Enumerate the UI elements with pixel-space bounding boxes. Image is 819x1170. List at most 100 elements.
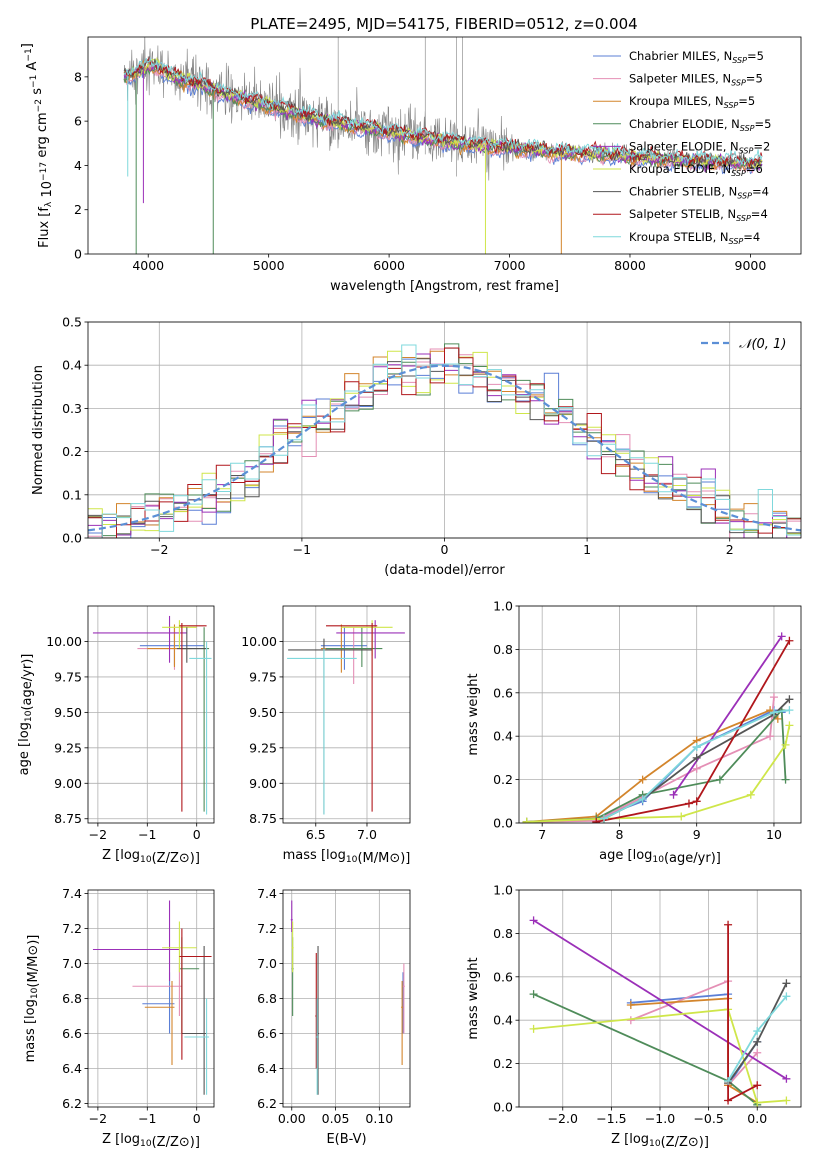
x-tick-label: 0.0 <box>747 1111 767 1126</box>
y-tick-label: 0.0 <box>493 1100 513 1115</box>
x-tick-label: 0 <box>193 827 201 842</box>
weight-point-marker <box>692 764 701 773</box>
weight-point-marker <box>724 1076 733 1085</box>
plot-area <box>88 343 801 538</box>
axes-frame <box>87 36 802 255</box>
y-tick-label: 0.8 <box>493 926 513 941</box>
y-tick-label: 0.2 <box>493 1056 513 1071</box>
y-tick-label: 0.6 <box>493 969 513 984</box>
weight-series-line <box>526 725 791 823</box>
y-tick-label: 6.2 <box>62 1096 82 1111</box>
age-vs-mass-panel: 6.5 7.0 8.75 9.00 9.25 9.50 9.75 10.00 mass [log… <box>241 605 411 866</box>
y-tick-label: 7.4 <box>257 886 277 901</box>
y-tick-label: 6.8 <box>62 991 82 1006</box>
x-axis-label: mass [log10(M/M⊙)] <box>283 848 411 866</box>
y-tick-label: 0.2 <box>62 444 82 459</box>
x-tick-label: 6000 <box>373 258 405 273</box>
x-tick-label: −2 <box>89 1111 107 1126</box>
weight-point-marker <box>677 812 686 821</box>
y-tick-label: 7.4 <box>62 886 82 901</box>
y-tick-label: 8 <box>74 69 82 84</box>
y-tick-label: 9.50 <box>249 705 277 720</box>
x-tick-label: 0 <box>193 1111 201 1126</box>
x-axis-label: Z [log10(Z/Z⊙)] <box>102 1132 200 1150</box>
y-tick-label: 0.4 <box>62 358 82 373</box>
x-tick-label: −1 <box>138 827 156 842</box>
axes-overlay: −2 −1 0 8.75 9.00 9.25 9.50 9.75 10.00 Z [log10(Z… <box>17 605 215 866</box>
plot-area <box>123 37 763 254</box>
y-tick-label: 8.75 <box>249 811 277 826</box>
x-tick-label: 8 <box>615 827 623 842</box>
weight-point-marker <box>753 1098 762 1107</box>
y-tick-label: 9.25 <box>249 740 277 755</box>
plot-area <box>522 632 794 823</box>
y-tick-label: 0.8 <box>493 642 513 657</box>
y-tick-label: 6 <box>74 114 82 129</box>
axes-overlay: 7 8 9 10 0.0 0.2 0.4 0.6 0.8 1.0 age [log10(age/yr… <box>466 599 802 866</box>
mass-vs-metallicity-panel: −2 −1 0 6.2 6.4 6.6 6.8 7.0 7.2 7.4 Z [log10(Z/Z⊙)… <box>23 886 215 1150</box>
y-axis-label: mass weight <box>466 673 481 755</box>
weight-point-marker <box>638 795 647 804</box>
weight-point-marker <box>626 1001 635 1010</box>
legend-label: Chabrier ELODIE, NSSP=5 <box>629 117 771 133</box>
legend-label: Salpeter ELODIE, NSSP=2 <box>629 139 770 155</box>
plot-area <box>290 900 405 1095</box>
x-tick-label: 0 <box>441 542 449 557</box>
y-tick-label: 0 <box>74 247 82 262</box>
weight-series-line <box>526 709 779 823</box>
y-axis-label: age [log10(age/yr)] <box>17 654 35 776</box>
weight-point-marker <box>782 979 791 988</box>
x-tick-label: 5000 <box>253 258 285 273</box>
axes-frame <box>87 889 215 1108</box>
age-vs-metallicity-panel: −2 −1 0 8.75 9.00 9.25 9.50 9.75 10.00 Z [log10(Z… <box>17 605 215 866</box>
weight-series-line <box>526 707 787 823</box>
x-axis-label: Z [log10(Z/Z⊙)] <box>611 1132 709 1150</box>
x-tick-label: 1 <box>583 542 591 557</box>
y-tick-label: 9.00 <box>54 776 82 791</box>
mass-weight-vs-age-panel: 7 8 9 10 0.0 0.2 0.4 0.6 0.8 1.0 age [log10(age/yr… <box>466 599 802 866</box>
y-tick-label: 1.0 <box>493 599 513 614</box>
x-tick-label: −2 <box>89 827 107 842</box>
x-tick-label: −1 <box>293 542 311 557</box>
weight-point-marker <box>753 1027 762 1036</box>
weight-point-marker <box>529 990 538 999</box>
legend-label: Kroupa STELIB, NSSP=4 <box>629 230 760 246</box>
axes-frame <box>282 605 411 824</box>
weight-point-marker <box>782 1074 791 1083</box>
y-tick-label: 9.00 <box>249 776 277 791</box>
plot-area <box>92 900 212 1095</box>
legend-label: Chabrier MILES, NSSP=5 <box>629 49 764 65</box>
y-tick-label: 0.3 <box>62 401 82 416</box>
y-tick-label: 6.2 <box>257 1096 277 1111</box>
weight-point-marker <box>769 708 778 717</box>
weight-point-marker <box>724 1096 733 1105</box>
x-axis-label: E(B-V) <box>326 1132 366 1147</box>
x-tick-label: −2.0 <box>548 1111 578 1126</box>
y-tick-label: 0.4 <box>493 1013 513 1028</box>
y-tick-label: 9.25 <box>54 740 82 755</box>
y-tick-label: 7.2 <box>257 921 277 936</box>
y-tick-label: 1.0 <box>493 883 513 898</box>
model-spectrum <box>123 57 763 167</box>
y-tick-label: 10.00 <box>241 634 277 649</box>
weight-point-marker <box>592 817 601 823</box>
weight-point-marker <box>522 817 531 823</box>
weight-point-marker <box>753 1081 762 1090</box>
weight-series-line <box>596 640 791 823</box>
plot-area <box>529 916 791 1107</box>
legend-label: Salpeter STELIB, NSSP=4 <box>629 207 768 223</box>
weight-point-marker <box>785 695 794 704</box>
x-tick-label: 0.05 <box>322 1111 350 1126</box>
axes-overlay: −2 −1 0 1 2 0.0 0.1 0.2 0.3 0.4 0.5 (data-model)/er… <box>31 315 802 578</box>
y-tick-label: 0.0 <box>493 816 513 831</box>
weight-series-line <box>630 997 758 1104</box>
y-axis-label: Flux [fλ 10−17 erg cm−2 s−1 A−1] <box>20 43 55 248</box>
weight-point-marker <box>781 775 790 784</box>
y-axis-label: mass [log10(M/M⊙)] <box>23 935 41 1063</box>
y-tick-label: 2 <box>74 202 82 217</box>
residual-histogram-panel: −2 −1 0 1 2 0.0 0.1 0.2 0.3 0.4 0.5 (data-model)/er… <box>31 315 802 578</box>
y-axis-label: Normed distribution <box>31 365 46 495</box>
x-tick-label: 8000 <box>614 258 646 273</box>
y-tick-label: 6.4 <box>62 1061 82 1076</box>
normal-curve <box>88 364 801 532</box>
